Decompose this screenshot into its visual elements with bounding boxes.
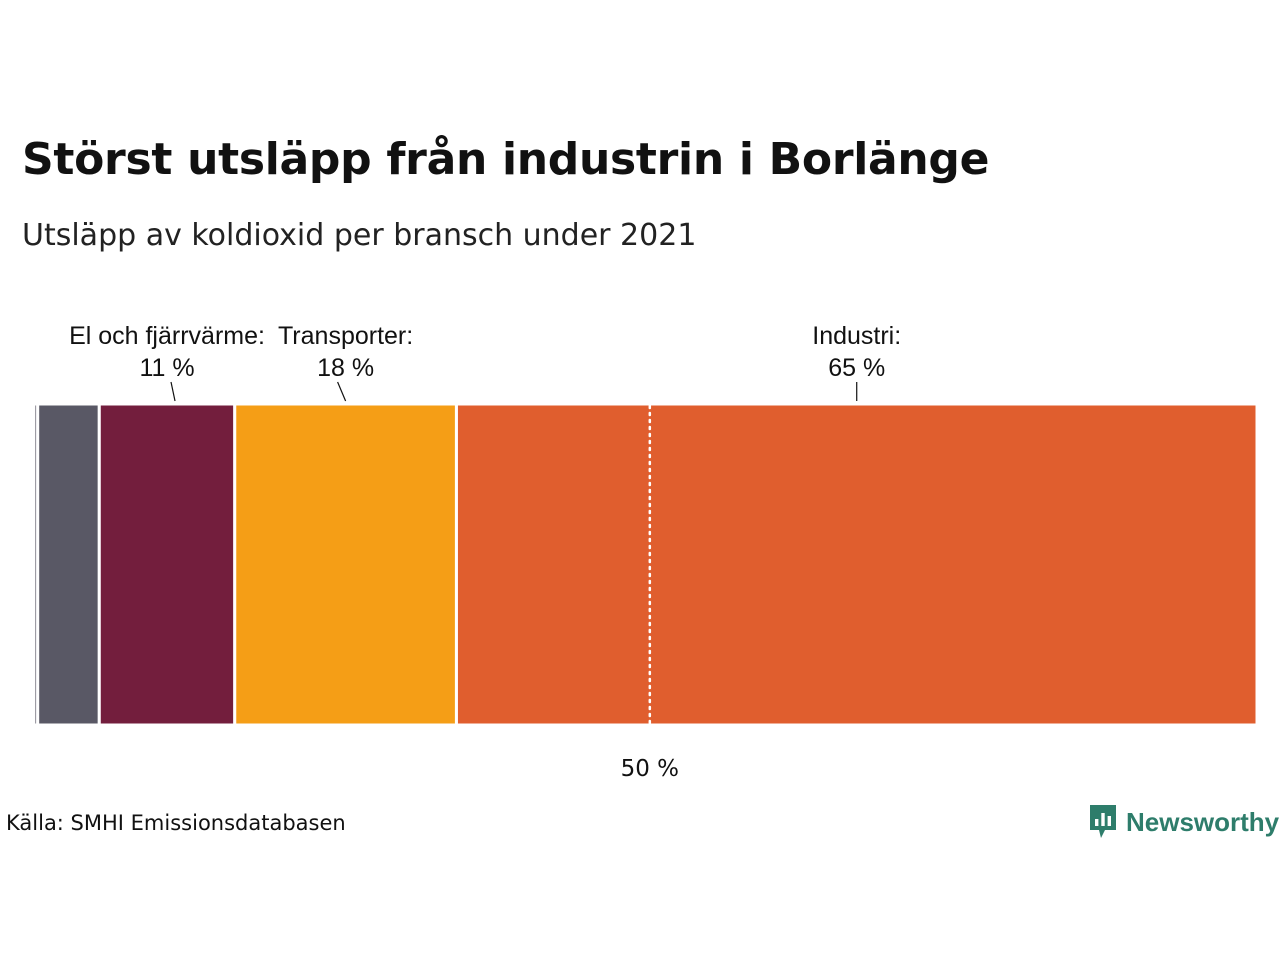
chart-title: Störst utsläpp från industrin i Borlänge — [22, 134, 990, 185]
segment-label: Transporter: — [278, 322, 413, 350]
segment-value-label: 65 % — [828, 354, 885, 382]
bar-segment-transporter — [233, 402, 458, 727]
bar-segment-industri — [454, 402, 1259, 727]
leader-line — [170, 381, 176, 402]
segment-value-label: 11 % — [139, 354, 194, 382]
bar-segment-el-och-fjärrvärme — [97, 402, 237, 727]
brand-name: Newsworthy — [1126, 806, 1280, 837]
bar-chart-speech-bubble-icon — [1090, 805, 1116, 838]
brand-logo: Newsworthy — [1088, 802, 1279, 842]
label-leader-lines — [170, 381, 858, 402]
segment-label: Industri: — [812, 322, 901, 350]
leader-line — [337, 381, 347, 402]
segment-label: El och fjärrvärme: — [69, 322, 265, 350]
segment-labels: El och fjärrvärme: 11 % Transporter: 18 % In… — [69, 322, 901, 382]
bar-segments — [32, 402, 1259, 727]
stacked-bar-chart: El och fjärrvärme: 11 % Transporter: 18 % In… — [32, 322, 1259, 782]
reference-line-group: 50 % — [621, 404, 679, 782]
reference-line-label: 50 % — [621, 756, 679, 782]
source-note: Källa: SMHI Emissionsdatabasen — [6, 811, 346, 835]
segment-value-label: 18 % — [317, 354, 374, 382]
chart-subtitle: Utsläpp av koldioxid per bransch under 2… — [22, 218, 697, 253]
bar-segment-1 — [36, 402, 101, 727]
